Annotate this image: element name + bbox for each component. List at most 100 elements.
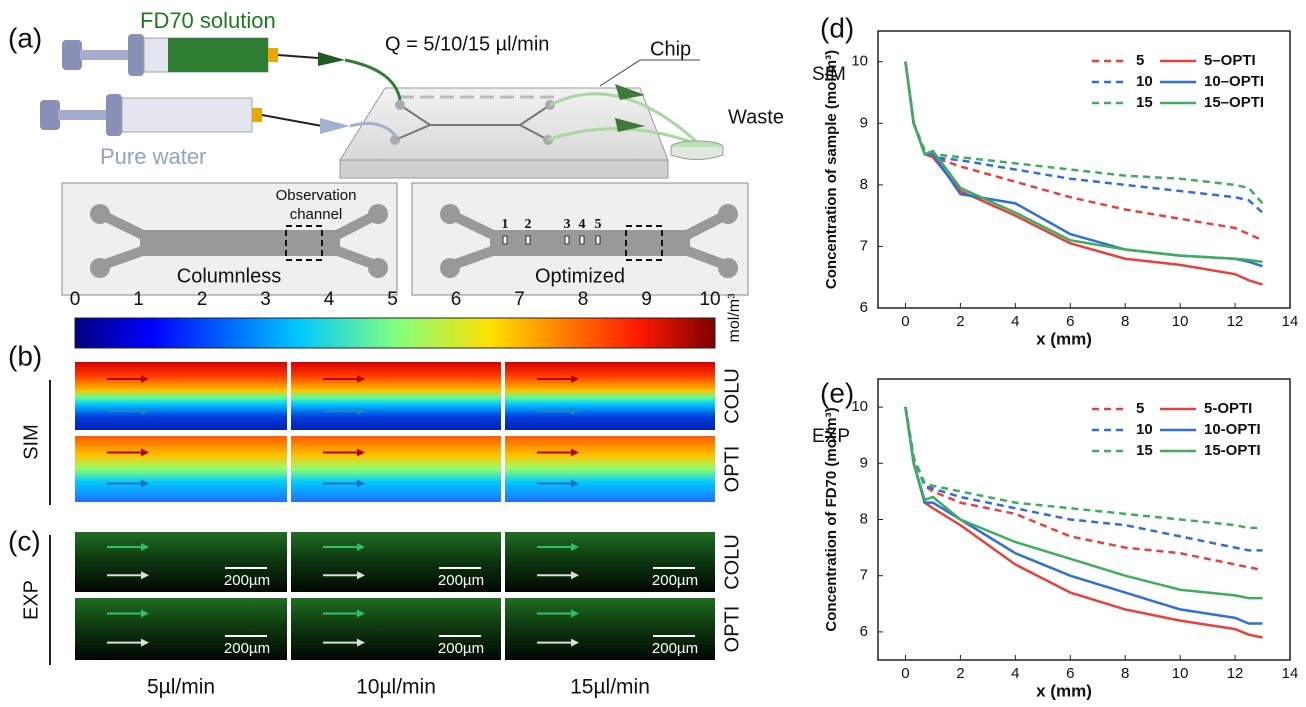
colorbar-tick-label: 4: [324, 289, 335, 310]
x-tick-label: 0: [901, 665, 909, 682]
scale-bar-label: 200µm: [438, 572, 484, 589]
flow-arrow-head: [571, 638, 579, 647]
row-label: COLU: [721, 368, 743, 424]
x-tick-label: 2: [956, 665, 964, 682]
row-label: OPTI: [721, 446, 743, 493]
colorbar-tick-label: 6: [451, 289, 462, 310]
flow-arrow-head: [141, 448, 149, 457]
colorbar-tick-label: 5: [387, 289, 398, 310]
column-label: 5µl/min: [147, 676, 215, 699]
x-tick-label: 4: [1011, 665, 1019, 682]
syringe: [40, 34, 350, 136]
flow-arrow-head: [571, 375, 579, 383]
label: Chip: [650, 38, 691, 60]
flow-arrow-head: [357, 479, 365, 488]
flow-arrow-head: [357, 638, 365, 647]
y-tick-label: 8: [860, 176, 868, 193]
legend-label: 5: [1136, 52, 1144, 69]
label: Optimized: [535, 265, 625, 287]
image-tile: [505, 598, 715, 660]
site-label: 4: [579, 217, 586, 232]
label: FD70 solution: [140, 8, 276, 33]
flow-arrow-head: [357, 609, 365, 618]
flow-arrow-head: [141, 638, 149, 647]
colorbar-tick-label: 1: [133, 289, 144, 310]
row-label: EXP: [20, 580, 42, 620]
y-tick-label: 8: [860, 510, 868, 527]
legend-label: 5–OPTI: [1204, 52, 1256, 69]
x-tick-label: 2: [956, 313, 964, 330]
x-tick-label: 12: [1227, 665, 1244, 682]
x-tick-label: 8: [1121, 665, 1129, 682]
site-label: 2: [525, 217, 532, 232]
flow-arrow-head: [141, 406, 149, 415]
legend-label: 15-OPTI: [1204, 442, 1261, 459]
label: Observation: [276, 187, 357, 204]
colorbar-tick-label: 10: [699, 289, 720, 310]
legend-label: 5-OPTI: [1204, 400, 1252, 417]
flow-arrow-head: [571, 609, 579, 618]
annotation: SIM: [812, 64, 846, 85]
legend-label: 15–OPTI: [1204, 94, 1264, 111]
image-tile: [291, 436, 501, 502]
colorbar-tick-label: 8: [578, 289, 589, 310]
flow-arrow-head: [571, 571, 579, 580]
y-tick-label: 7: [860, 567, 868, 584]
schematic: (a) FD70 solution Q = 5/10/15 µl/min Chi…: [8, 8, 784, 665]
scale-bar-label: 200µm: [652, 640, 698, 657]
x-tick-label: 14: [1282, 313, 1299, 330]
image-tile: [75, 436, 287, 502]
row-label: COLU: [721, 534, 743, 590]
legend-label: 10-OPTI: [1204, 421, 1261, 438]
legend-label: 15: [1136, 94, 1153, 111]
y-tick-label: 10: [851, 398, 868, 415]
colorbar-tick-label: 2: [197, 289, 208, 310]
x-tick-label: 14: [1282, 665, 1299, 682]
legend-label: 15: [1136, 442, 1153, 459]
flow-arrow-head: [571, 406, 579, 415]
flow-arrow-head: [357, 375, 365, 383]
flow-arrow-head: [357, 406, 365, 415]
y-axis-label: Concentration of FD70 (mol/m³): [823, 407, 840, 631]
row-label: SIM: [20, 424, 42, 460]
image-tile: [291, 362, 501, 430]
y-tick-label: 7: [860, 237, 868, 254]
data-line: [904, 406, 1263, 600]
row-label: OPTI: [721, 606, 743, 653]
flow-arrow-head: [357, 543, 365, 551]
x-axis-label: x (mm): [1036, 329, 1092, 348]
y-tick-label: 9: [860, 114, 868, 131]
y-tick-label: 6: [860, 623, 868, 640]
legend-label: 10: [1136, 421, 1153, 438]
image-tile: [505, 436, 715, 502]
y-tick-label: 10: [851, 53, 868, 70]
label: Q = 5/10/15 µl/min: [385, 33, 549, 55]
flow-arrow-head: [571, 448, 579, 457]
x-tick-label: 12: [1227, 313, 1244, 330]
panel-label: (a): [8, 22, 42, 53]
colorbar-tick-label: 7: [514, 289, 525, 310]
y-tick-label: 9: [860, 454, 868, 471]
image-tile: [505, 532, 715, 592]
panel-label: (b): [8, 340, 42, 371]
site-label: 5: [595, 217, 602, 232]
legend-label: 10–OPTI: [1204, 73, 1264, 90]
column-label: 10µl/min: [356, 676, 436, 699]
data-line: [904, 406, 1263, 625]
channel-diagrams: 1 2 3 4 5 Observation channel Columnless…: [61, 182, 749, 296]
x-tick-label: 8: [1121, 313, 1129, 330]
site-label: 1: [502, 217, 509, 232]
x-tick-label: 4: [1011, 313, 1019, 330]
flow-arrow-head: [141, 375, 149, 383]
label: Columnless: [177, 265, 281, 287]
label: Pure water: [100, 144, 206, 169]
image-tile: [291, 532, 501, 592]
image-tile: [291, 598, 501, 660]
site-label: 3: [564, 217, 571, 232]
colorbar-tick-label: 3: [260, 289, 271, 310]
colorbar-unit: mol/m³: [726, 293, 743, 343]
chip: [339, 58, 724, 179]
flow-arrow-head: [141, 543, 149, 551]
legend-label: 10: [1136, 73, 1153, 90]
